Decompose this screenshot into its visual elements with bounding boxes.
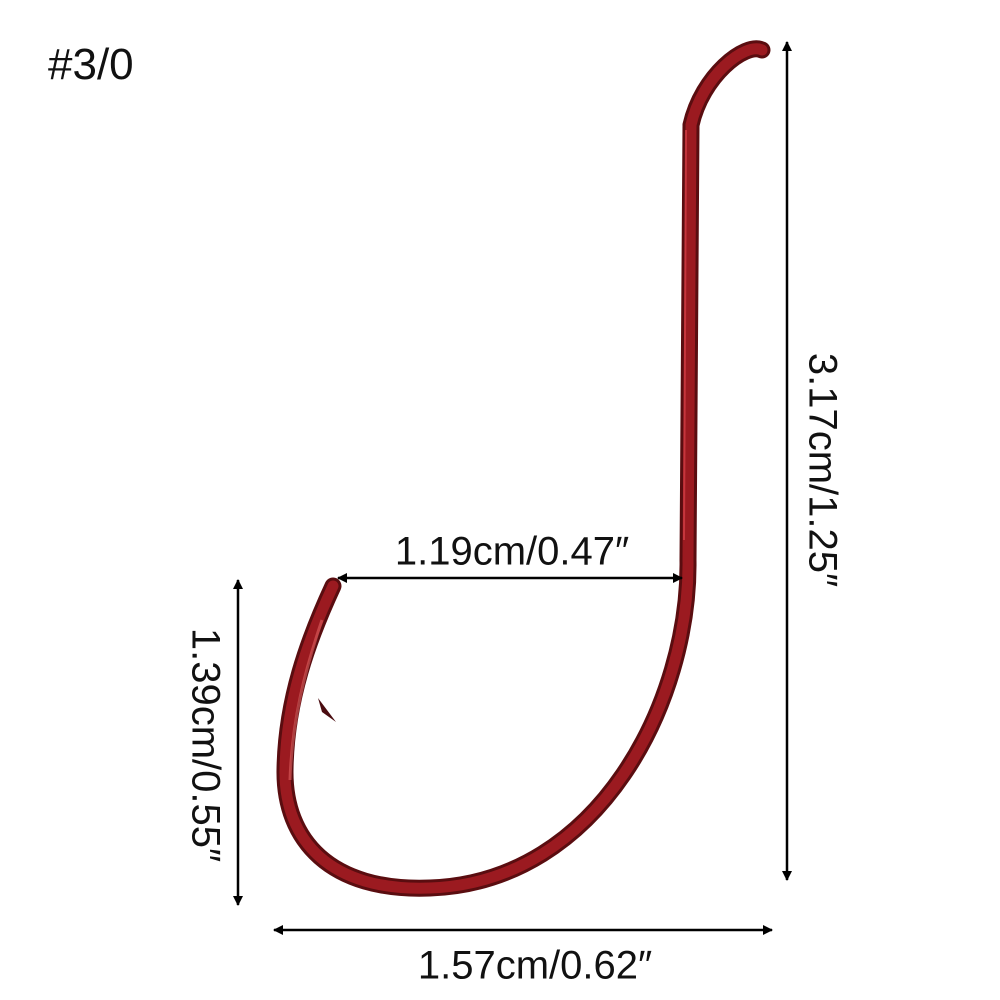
shank-length-label: 3.17cm/1.25″ [800,352,845,588]
bend-height-label: 1.39cm/0.55″ [183,627,228,863]
size-label: #3/0 [48,40,134,89]
total-width-label: 1.57cm/0.62″ [417,943,653,988]
barb [318,698,336,722]
fishing-hook-image [276,40,771,897]
gap-width-label: 1.19cm/0.47″ [394,529,630,574]
